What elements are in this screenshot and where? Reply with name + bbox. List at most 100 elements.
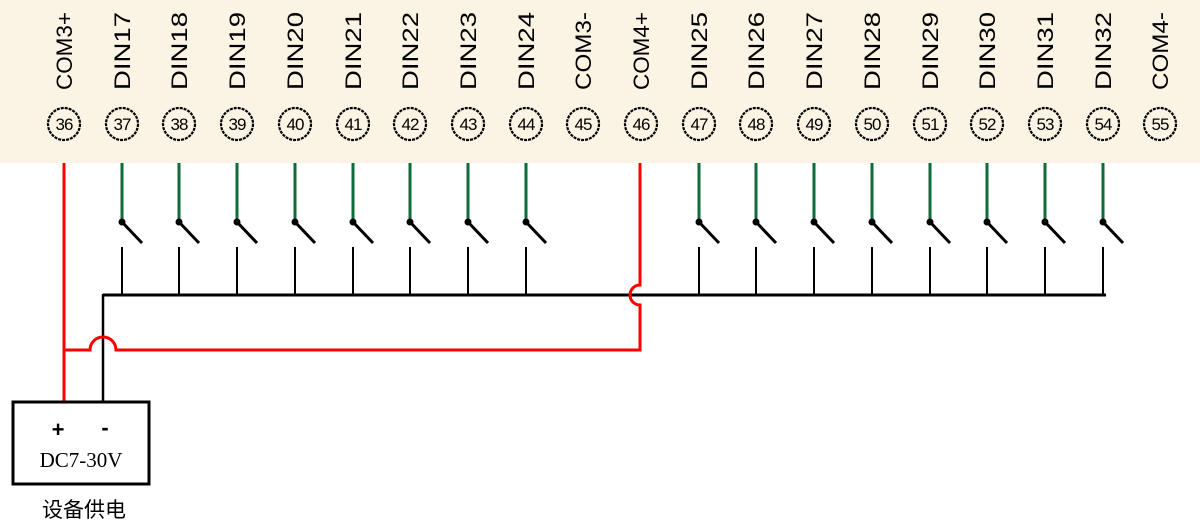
terminal-label: DIN29	[918, 12, 943, 90]
power-supply-box	[11, 400, 151, 486]
input-switch	[464, 163, 490, 295]
terminal-circle	[969, 106, 1005, 142]
switch-blade	[408, 220, 432, 245]
input-switch	[291, 163, 317, 295]
terminal-label: DIN22	[398, 12, 423, 90]
input-switch	[1099, 163, 1125, 295]
terminal-number: 36	[56, 115, 73, 134]
terminal-circle	[508, 106, 544, 142]
terminal-53: DIN31 53	[1027, 12, 1063, 142]
terminal-number: 37	[114, 115, 131, 134]
terminal-circle	[681, 106, 717, 142]
terminal-number: 41	[345, 115, 362, 134]
terminal-circle	[1027, 106, 1063, 142]
terminal-number: 51	[922, 115, 939, 134]
terminal-circle	[854, 106, 890, 142]
terminal-42: DIN22 42	[392, 12, 428, 142]
terminal-52: DIN30 52	[969, 12, 1005, 142]
terminal-circle	[738, 106, 774, 142]
switch-blade	[177, 220, 201, 245]
terminal-strip-background	[0, 0, 1200, 163]
terminal-number: 48	[748, 115, 765, 134]
terminal-circle	[392, 106, 428, 142]
terminal-55: COM4- 55	[1142, 12, 1178, 142]
terminal-circle	[912, 106, 948, 142]
terminal-label: DIN18	[167, 12, 192, 90]
terminal-label: COM4+	[629, 12, 654, 90]
switch-blade	[120, 220, 144, 245]
terminal-number: 45	[575, 115, 592, 134]
terminal-number: 47	[691, 115, 708, 134]
switch-blade	[985, 220, 1009, 245]
terminal-39: DIN19 39	[219, 12, 255, 142]
power-supply-caption: 设备供电	[42, 498, 126, 522]
terminal-number: 50	[864, 115, 881, 134]
input-switch	[752, 163, 778, 295]
switch-blade	[466, 220, 490, 245]
input-switch	[1041, 163, 1067, 295]
switch-blade	[928, 220, 952, 245]
terminal-circle	[161, 106, 197, 142]
negative-terminal-symbol: -	[101, 415, 108, 440]
terminal-label: DIN17	[110, 12, 135, 90]
terminal-45: COM3- 45	[565, 12, 601, 142]
input-switch	[349, 163, 375, 295]
terminal-44: DIN24 44	[508, 12, 544, 142]
terminal-36: COM3+ 36	[46, 12, 82, 142]
terminal-label: COM3-	[571, 12, 596, 90]
terminal-number: 39	[229, 115, 246, 134]
input-switch	[983, 163, 1009, 295]
switch-blade	[812, 220, 836, 245]
terminal-label: COM4-	[1148, 12, 1173, 90]
terminal-label: DIN26	[744, 12, 769, 90]
input-switch	[233, 163, 259, 295]
voltage-label: DC7-30V	[40, 448, 123, 472]
terminal-51: DIN29 51	[912, 12, 948, 142]
terminal-number: 46	[633, 115, 650, 134]
switch-blade	[524, 220, 548, 245]
switch-blade	[351, 220, 375, 245]
input-switch	[810, 163, 836, 295]
terminal-circle	[450, 106, 486, 142]
terminal-label: DIN25	[687, 12, 712, 90]
terminal-circle	[219, 106, 255, 142]
terminal-46: COM4+ 46	[623, 12, 659, 142]
terminal-label: DIN31	[1033, 12, 1058, 90]
terminal-50: DIN28 50	[854, 12, 890, 142]
terminal-circle	[796, 106, 832, 142]
terminal-label: COM3+	[52, 12, 77, 90]
terminal-54: DIN32 54	[1085, 12, 1121, 142]
switch-blade	[1101, 220, 1125, 245]
terminal-43: DIN23 43	[450, 12, 486, 142]
terminal-circle	[46, 106, 82, 142]
terminal-label: DIN24	[514, 12, 539, 90]
terminal-circle	[1085, 106, 1121, 142]
terminal-circle	[104, 106, 140, 142]
input-switch	[118, 163, 144, 295]
terminal-label: DIN28	[860, 12, 885, 90]
terminal-number: 44	[518, 115, 535, 134]
terminal-number: 55	[1152, 115, 1169, 134]
terminal-47: DIN25 47	[681, 12, 717, 142]
terminal-label: DIN27	[802, 12, 827, 90]
input-switch	[926, 163, 952, 295]
switch-blade	[870, 220, 894, 245]
terminal-label: DIN19	[225, 12, 250, 90]
switch-blade	[293, 220, 317, 245]
terminal-label: DIN30	[975, 12, 1000, 90]
terminal-label: DIN32	[1091, 12, 1116, 90]
input-switch	[868, 163, 894, 295]
switch-blade	[697, 220, 721, 245]
terminal-circle	[277, 106, 313, 142]
terminal-circle	[623, 106, 659, 142]
terminal-number: 43	[460, 115, 477, 134]
switch-blade	[235, 220, 259, 245]
terminal-circle	[335, 106, 371, 142]
terminal-label: DIN20	[283, 12, 308, 90]
terminal-label: DIN21	[341, 12, 366, 90]
switch-blade	[754, 220, 778, 245]
terminal-number: 53	[1037, 115, 1054, 134]
terminal-41: DIN21 41	[335, 12, 371, 142]
power-supply: + - DC7-30V 设备供电	[11, 400, 151, 522]
